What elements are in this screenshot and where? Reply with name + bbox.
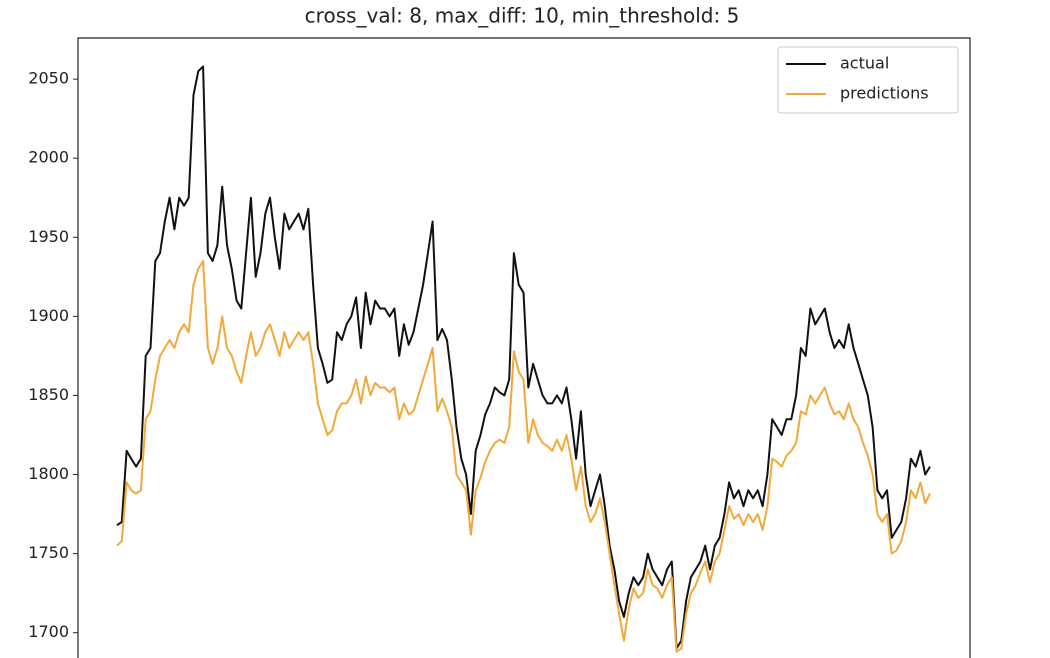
chart-title: cross_val: 8, max_diff: 10, min_threshol… — [305, 4, 740, 28]
series-line — [116, 65, 931, 650]
legend-label: actual — [840, 54, 889, 73]
y-tick-label: 1900 — [28, 306, 69, 325]
y-tick-label: 2050 — [28, 69, 69, 88]
y-tick-label: 1950 — [28, 227, 69, 246]
legend-label: predictions — [840, 84, 929, 103]
y-tick-label: 1850 — [28, 385, 69, 404]
y-tick-label: 1700 — [28, 622, 69, 641]
y-tick-label: 2000 — [28, 148, 69, 167]
y-tick-label: 1800 — [28, 464, 69, 483]
y-tick-label: 1750 — [28, 543, 69, 562]
axes-frame — [77, 37, 971, 658]
series-line — [116, 260, 931, 653]
